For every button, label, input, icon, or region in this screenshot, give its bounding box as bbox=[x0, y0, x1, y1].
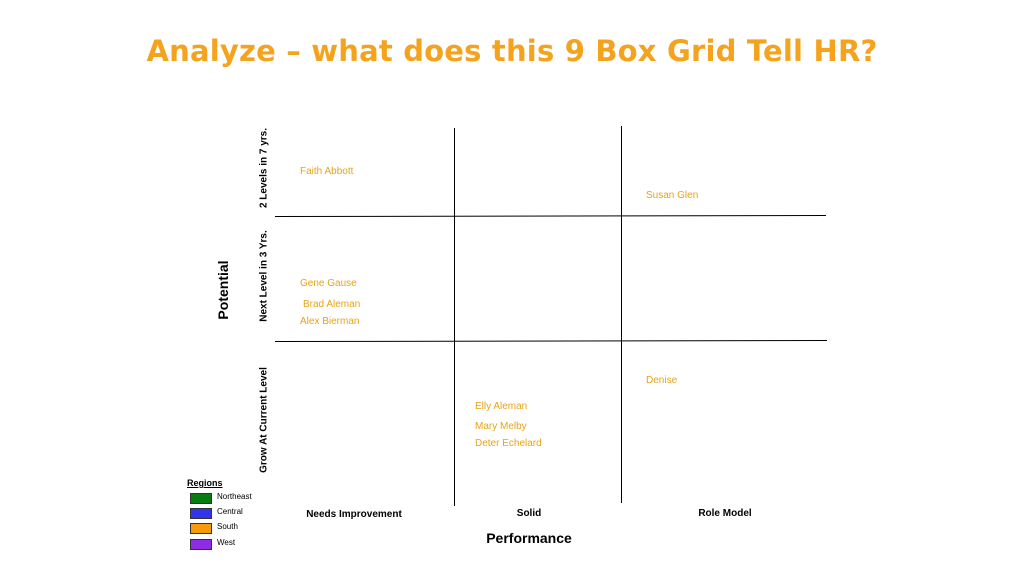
legend-swatch-northeast bbox=[190, 493, 212, 504]
employee-name: Faith Abbott bbox=[300, 166, 354, 177]
legend-swatch-west bbox=[190, 539, 212, 550]
legend-swatch-south bbox=[190, 523, 212, 534]
column-label-solid: Solid bbox=[516, 508, 542, 519]
grid-line-horizontal-2 bbox=[274, 340, 828, 342]
legend-label: Northeast bbox=[217, 492, 252, 501]
column-label-needs-improvement: Needs Improvement bbox=[306, 509, 402, 520]
employee-name: Alex Bierman bbox=[300, 316, 360, 327]
employee-name: Susan Glen bbox=[646, 190, 699, 201]
row-label-high-potential: 2 Levels in 7 yrs. bbox=[258, 127, 270, 209]
employee-name: Mary Melby bbox=[475, 421, 527, 432]
legend-title: Regions bbox=[187, 478, 223, 488]
legend-label: South bbox=[217, 522, 238, 531]
employee-name: Gene Gause bbox=[300, 278, 357, 289]
employee-name: Elly Aleman bbox=[475, 401, 528, 412]
grid-line-horizontal-1 bbox=[274, 215, 827, 217]
row-label-low-potential: Grow At Current Level bbox=[258, 367, 270, 473]
page-title: Analyze – what does this 9 Box Grid Tell… bbox=[146, 34, 878, 68]
y-axis-title: Potential bbox=[215, 260, 231, 320]
employee-name: Brad Aleman bbox=[303, 299, 361, 310]
legend-swatch-central bbox=[190, 508, 212, 519]
x-axis-title: Performance bbox=[486, 530, 572, 546]
employee-name: Deter Echelard bbox=[475, 438, 542, 449]
legend-label: Central bbox=[217, 507, 243, 516]
grid-line-vertical-1 bbox=[454, 128, 455, 506]
employee-name: Denise bbox=[646, 375, 678, 386]
column-label-role-model: Role Model bbox=[698, 508, 752, 519]
legend-label: West bbox=[217, 538, 236, 547]
row-label-medium-potential: Next Level in 3 Yrs. bbox=[258, 230, 270, 322]
grid-line-vertical-2 bbox=[621, 126, 622, 503]
